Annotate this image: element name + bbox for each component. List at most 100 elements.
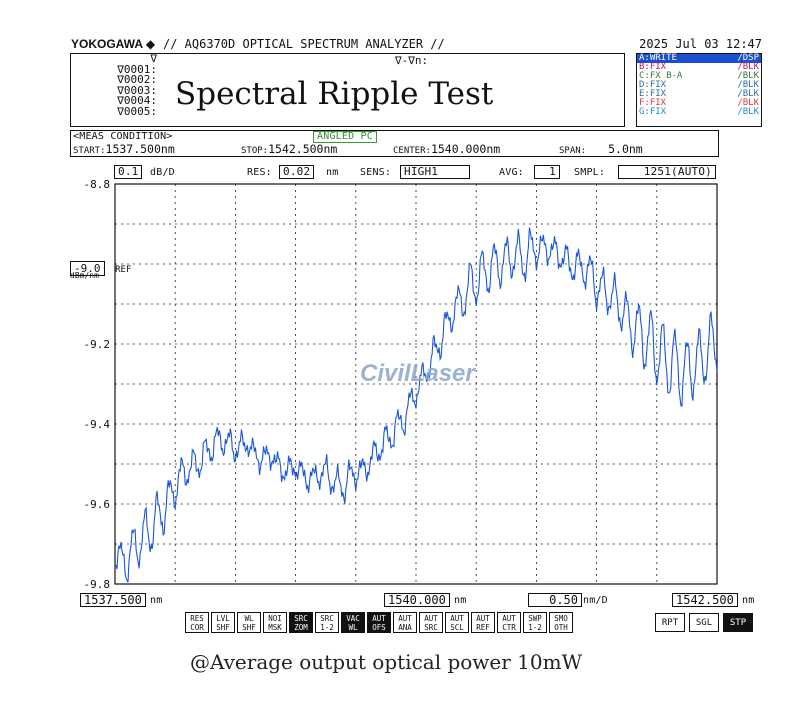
- start-label: START:: [73, 146, 106, 156]
- meas-center: CENTER:1540.000nm: [393, 142, 500, 156]
- bottom-center[interactable]: 1540.000: [384, 593, 450, 607]
- softkey-button[interactable]: AUT CTR: [497, 612, 521, 633]
- trace-name: E:FIX: [639, 89, 667, 99]
- stop-value: 1542.500nm: [268, 142, 338, 156]
- center-value: 1540.000nm: [430, 142, 501, 156]
- softkey-label-top: AUT: [502, 613, 516, 623]
- softkey-label-bottom: SCL: [450, 622, 464, 632]
- trace-mode: /DSP: [737, 53, 759, 63]
- trace-name: C:FX B-A: [639, 71, 683, 81]
- softkey-label-top: SWP: [528, 613, 542, 623]
- meas-start: START:1537.500nm: [73, 142, 175, 156]
- bottom-stop[interactable]: 1542.500: [672, 593, 738, 607]
- bottom-div[interactable]: 0.50: [528, 593, 582, 607]
- softkey-button[interactable]: SWP 1-2: [523, 612, 547, 633]
- brand-logo: YOKOGAWA ◆: [71, 37, 155, 51]
- sweep-sgl-button[interactable]: SGL: [689, 613, 719, 632]
- bottom-start[interactable]: 1537.500: [80, 593, 146, 607]
- trace-mode: /BLK: [737, 71, 759, 81]
- trace-legend: A:WRITE/DSP B:FIX/BLK C:FX B-A/BLK D:FIX/BL…: [636, 53, 762, 127]
- span-label: SPAN:: [559, 146, 587, 156]
- sens-label: SENS:: [360, 167, 392, 178]
- scale-unit: dB/D: [150, 167, 175, 178]
- softkey-button[interactable]: LVL SHF: [211, 612, 235, 633]
- softkey-button[interactable]: AUT SRC: [419, 612, 443, 633]
- brand-name: YOKOGAWA: [71, 37, 143, 51]
- spectrum-chart: -8.8 -9.2 -9.4 -9.6 -9.8: [84, 178, 718, 591]
- start-value: 1537.500nm: [105, 142, 175, 156]
- softkey-label-bottom: ZOM: [294, 622, 308, 632]
- softkey-button[interactable]: AUT OFS: [367, 612, 391, 633]
- trace-row[interactable]: B:FIX/BLK: [637, 63, 761, 72]
- softkey-label-top: AUT: [450, 613, 464, 623]
- trace-mode: /BLK: [737, 62, 759, 72]
- smpl-label: SMPL:: [574, 167, 606, 178]
- trace-mode: /BLK: [737, 80, 759, 90]
- softkey-button[interactable]: VAC WL: [341, 612, 365, 633]
- sweep-stp-button[interactable]: STP: [723, 613, 753, 632]
- marker-delta: ∇-∇n:: [395, 54, 429, 67]
- softkey-button[interactable]: RES COR: [185, 612, 209, 633]
- scale-value[interactable]: 0.1: [114, 165, 143, 179]
- trace-row[interactable]: D:FIX/BLK: [637, 81, 761, 90]
- res-label: RES:: [247, 167, 272, 178]
- trace-name: B:FIX: [639, 62, 667, 72]
- y-tick-label: -9.4: [84, 418, 111, 431]
- softkey-button[interactable]: AUT ANA: [393, 612, 417, 633]
- angled-pc-badge: ANGLED PC: [313, 131, 377, 143]
- softkey-label-bottom: REF: [476, 622, 490, 632]
- trace-mode: /BLK: [737, 107, 759, 117]
- y-tick-label: -9.8: [84, 578, 111, 591]
- ref-indicator: -9.0 REF: [70, 257, 131, 276]
- softkey-bar: RES COR LVL SHF WL SHF NOI MSK SRC ZOM SRC 1-2 VAC WL…: [185, 612, 573, 633]
- softkey-button[interactable]: AUT SCL: [445, 612, 469, 633]
- settings-row: 0.1 dB/D RES: 0.02 nm SENS: HIGH1 AVG: 1…: [114, 165, 718, 179]
- bottom-start-unit: nm: [150, 595, 163, 606]
- ref-label: REF: [115, 265, 132, 275]
- softkey-label-top: LVL: [216, 613, 230, 623]
- softkey-label-top: SRC: [294, 613, 308, 623]
- ref-value[interactable]: -9.0: [70, 261, 105, 276]
- softkey-button[interactable]: SRC 1-2: [315, 612, 339, 633]
- softkey-label-top: AUT: [424, 613, 438, 623]
- trace-row[interactable]: A:WRITE/DSP: [637, 54, 761, 63]
- softkey-label-bottom: SHF: [216, 622, 230, 632]
- softkey-label-top: AUT: [476, 613, 490, 623]
- trace-row[interactable]: G:FIX/BLK: [637, 108, 761, 117]
- marker-panel: ∇ ∇0001: ∇0002: ∇0003: ∇0004: ∇0005: ∇-∇…: [70, 53, 625, 127]
- softkey-label-bottom: 1-2: [320, 622, 334, 632]
- softkey-label-bottom: OTH: [554, 622, 568, 632]
- bottom-stop-unit: nm: [742, 595, 755, 606]
- res-value[interactable]: 0.02: [279, 165, 315, 179]
- softkey-button[interactable]: WL SHF: [237, 612, 261, 633]
- sweep-rpt-button[interactable]: RPT: [655, 613, 685, 632]
- softkey-button[interactable]: AUT REF: [471, 612, 495, 633]
- title-overlay: Spectral Ripple Test: [175, 76, 494, 112]
- marker-4: ∇0004:: [117, 94, 157, 107]
- softkey-button[interactable]: SRC ZOM: [289, 612, 313, 633]
- smpl-value[interactable]: 1251(AUTO): [618, 165, 716, 179]
- watermark: CivilLaser: [360, 360, 475, 387]
- trace-name: F:FIX: [639, 98, 667, 108]
- bottom-div-unit: nm/D: [583, 595, 608, 606]
- softkey-label-top: WL: [244, 613, 254, 623]
- span-value: 5.0nm: [608, 142, 643, 156]
- sens-value[interactable]: HIGH1: [400, 165, 470, 179]
- marker-v: ∇: [150, 52, 157, 65]
- softkey-button[interactable]: NOI MSK: [263, 612, 287, 633]
- softkey-label-bottom: MSK: [268, 622, 282, 632]
- bottom-scale-row: 1537.500 nm 1540.000 nm 0.50 nm/D 1542.5…: [80, 593, 760, 608]
- ref-unit: dBm/nm: [70, 271, 99, 280]
- softkey-button[interactable]: SMO OTH: [549, 612, 573, 633]
- trace-mode: /BLK: [737, 89, 759, 99]
- softkey-label-bottom: SHF: [242, 622, 256, 632]
- caption: @Average output optical power 10mW: [190, 650, 583, 674]
- softkey-label-top: RES: [190, 613, 204, 623]
- trace-row[interactable]: F:FIX/BLK: [637, 99, 761, 108]
- trace-row[interactable]: E:FIX/BLK: [637, 90, 761, 99]
- softkey-label-top: AUT: [372, 613, 386, 623]
- trace-row[interactable]: C:FX B-A/BLK: [637, 72, 761, 81]
- y-tick-label: -8.8: [84, 178, 111, 191]
- avg-value[interactable]: 1: [534, 165, 560, 179]
- spectrum-trace-line: [114, 227, 718, 583]
